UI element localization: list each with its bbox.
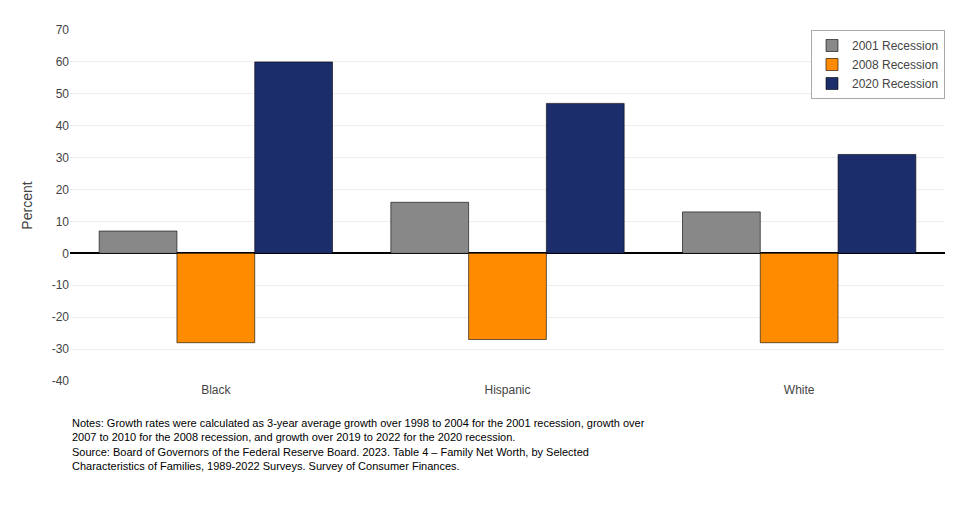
svg-text:60: 60 xyxy=(56,55,70,69)
svg-text:40: 40 xyxy=(56,119,70,133)
svg-text:50: 50 xyxy=(56,87,70,101)
svg-text:-40: -40 xyxy=(52,374,70,388)
svg-text:2020 Recession: 2020 Recession xyxy=(852,77,938,91)
svg-text:Black: Black xyxy=(201,383,231,397)
svg-text:-30: -30 xyxy=(52,342,70,356)
svg-text:-10: -10 xyxy=(52,278,70,292)
svg-text:Percent: Percent xyxy=(19,181,35,229)
svg-text:2008 Recession: 2008 Recession xyxy=(852,58,938,72)
svg-text:2001 Recession: 2001 Recession xyxy=(852,39,938,53)
svg-text:Hispanic: Hispanic xyxy=(484,383,530,397)
svg-text:70: 70 xyxy=(56,23,70,37)
svg-text:Notes: Growth rates were calcu: Notes: Growth rates were calculated as 3… xyxy=(72,417,645,472)
svg-text:20: 20 xyxy=(56,183,70,197)
svg-text:White: White xyxy=(784,383,815,397)
svg-text:10: 10 xyxy=(56,215,70,229)
svg-text:30: 30 xyxy=(56,151,70,165)
svg-text:-20: -20 xyxy=(52,310,70,324)
svg-text:0: 0 xyxy=(62,247,69,261)
